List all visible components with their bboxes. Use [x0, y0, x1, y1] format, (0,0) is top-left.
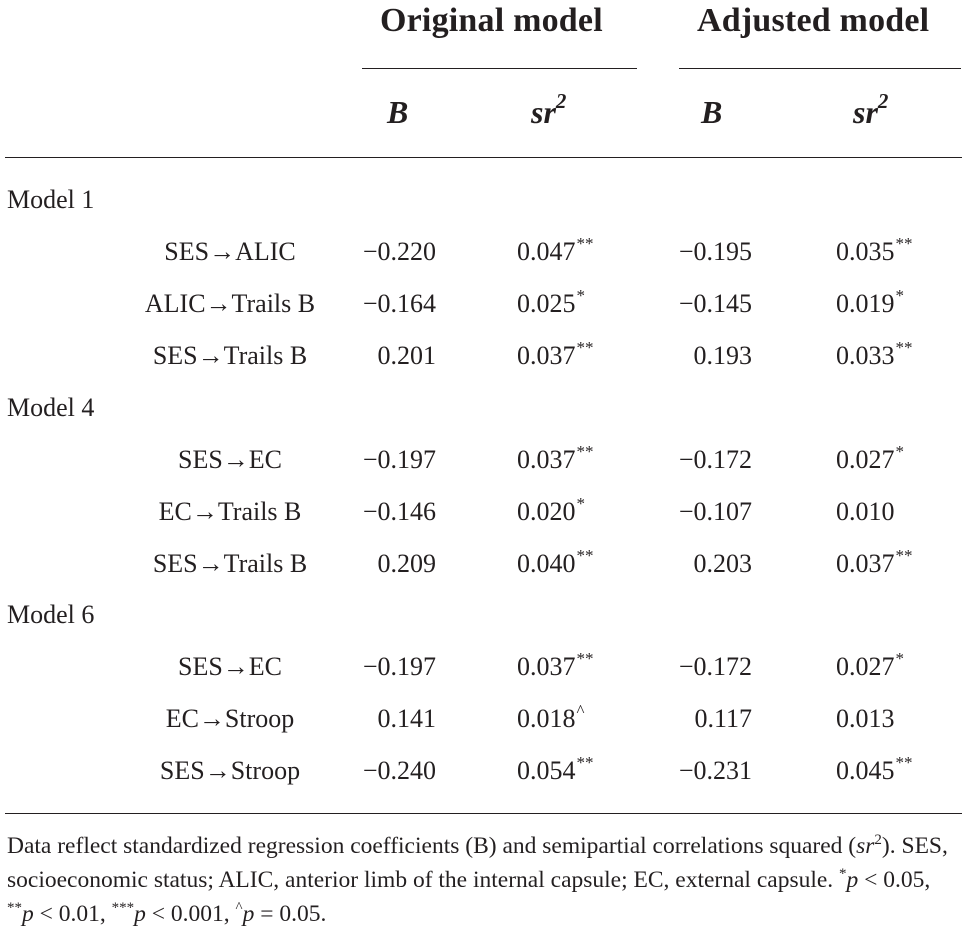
significance-marker: ** — [576, 753, 594, 772]
significance-marker: ** — [576, 234, 594, 253]
significance-marker: ** — [576, 546, 594, 565]
original-sr2-cell: 0.020* — [517, 494, 586, 527]
significance-marker: * — [895, 649, 905, 668]
original-b-value: 0.201 — [377, 341, 437, 370]
adjusted-b-value: −0.145 — [678, 289, 752, 318]
adjusted-sr2-value: 0.019 — [836, 289, 895, 318]
significance-marker: ** — [895, 546, 913, 565]
col-header-adj-sr2: sr2 — [853, 89, 889, 131]
adjusted-b-value: −0.195 — [678, 237, 752, 266]
adjusted-sr2-cell: 0.037** — [836, 546, 913, 579]
path-label: EC→Trails B — [158, 497, 302, 526]
path-label: SES→Trails B — [152, 549, 308, 578]
model-label: Model 6 — [7, 600, 95, 629]
header-rule — [5, 157, 962, 158]
adjusted-sr2-value: 0.027 — [836, 445, 895, 474]
original-b-value: −0.197 — [362, 445, 436, 474]
adjusted-b-value: 0.193 — [693, 341, 753, 370]
original-sr2-cell: 0.025* — [517, 286, 586, 319]
adjusted-b-value: 0.203 — [693, 549, 753, 578]
adjusted-sr2-value: 0.037 — [836, 549, 895, 578]
original-sr2-cell: 0.047** — [517, 234, 594, 267]
adjusted-sr2-value: 0.045 — [836, 756, 895, 785]
significance-marker: ** — [895, 753, 913, 772]
original-sr2-value: 0.037 — [517, 445, 576, 474]
original-sr2-cell: 0.018^ — [517, 701, 585, 734]
adjusted-sr2-cell: 0.027* — [836, 649, 905, 682]
significance-marker: * — [895, 286, 905, 305]
significance-marker: ^ — [576, 701, 585, 720]
original-sr2-cell: 0.037** — [517, 649, 594, 682]
significance-marker: ** — [576, 649, 594, 668]
adjusted-sr2-value: 0.035 — [836, 237, 895, 266]
adjusted-sr2-value: 0.013 — [836, 704, 895, 733]
adjusted-sr2-cell: 0.013 — [836, 704, 896, 734]
significance-marker: ** — [576, 442, 594, 461]
original-sr2-value: 0.037 — [517, 341, 576, 370]
original-sr2-value: 0.047 — [517, 237, 576, 266]
adjusted-b-value: −0.231 — [678, 756, 752, 785]
significance-marker: * — [895, 442, 905, 461]
original-b-value: 0.209 — [377, 549, 437, 578]
original-sr2-value: 0.040 — [517, 549, 576, 578]
original-b-value: −0.220 — [362, 237, 436, 266]
original-model-title: Original model — [380, 2, 603, 39]
original-sr2-value: 0.037 — [517, 652, 576, 681]
adjusted-sr2-cell: 0.033** — [836, 338, 913, 371]
adjusted-b-value: −0.172 — [678, 652, 752, 681]
significance-marker: * — [576, 286, 586, 305]
path-label: ALIC→Trails B — [144, 289, 316, 318]
original-sr2-value: 0.020 — [517, 497, 576, 526]
original-sr2-value: 0.025 — [517, 289, 576, 318]
original-sr2-value: 0.018 — [517, 704, 576, 733]
col-header-adj-b: B — [701, 94, 723, 130]
original-b-value: 0.141 — [377, 704, 437, 733]
path-label: SES→EC — [177, 652, 283, 681]
path-label: SES→ALIC — [164, 237, 296, 266]
adjusted-b-value: −0.107 — [678, 497, 752, 526]
adjusted-sr2-cell: 0.019* — [836, 286, 905, 319]
adjusted-b-value: 0.117 — [694, 704, 752, 733]
col-header-orig-sr2: sr2 — [531, 89, 567, 131]
adjusted-b-value: −0.172 — [678, 445, 752, 474]
adjusted-sr2-cell: 0.045** — [836, 753, 913, 786]
original-b-value: −0.146 — [362, 497, 436, 526]
adjusted-sr2-value: 0.027 — [836, 652, 895, 681]
path-label: EC→Stroop — [165, 704, 295, 733]
table-bottom-rule — [5, 813, 962, 814]
adjusted-sr2-cell: 0.035** — [836, 234, 913, 267]
original-sr2-cell: 0.040** — [517, 546, 594, 579]
original-b-value: −0.164 — [362, 289, 436, 318]
adjusted-model-title: Adjusted model — [697, 2, 930, 39]
adjusted-model-rule — [679, 68, 961, 69]
path-label: SES→Stroop — [159, 756, 301, 785]
original-sr2-cell: 0.037** — [517, 338, 594, 371]
model-label: Model 1 — [7, 185, 95, 214]
adjusted-sr2-value: 0.033 — [836, 341, 895, 370]
significance-marker: ** — [576, 338, 594, 357]
original-b-value: −0.240 — [362, 756, 436, 785]
adjusted-sr2-value: 0.010 — [836, 497, 895, 526]
significance-marker: * — [576, 494, 586, 513]
adjusted-sr2-cell: 0.010 — [836, 497, 896, 527]
model-label: Model 4 — [7, 393, 95, 422]
original-sr2-value: 0.054 — [517, 756, 576, 785]
original-sr2-cell: 0.037** — [517, 442, 594, 475]
table-footnote: Data reflect standardized regression coe… — [7, 832, 948, 928]
adjusted-sr2-cell: 0.027* — [836, 442, 905, 475]
original-b-value: −0.197 — [362, 652, 436, 681]
path-label: SES→EC — [177, 445, 283, 474]
path-label: SES→Trails B — [152, 341, 308, 370]
significance-marker: ** — [895, 338, 913, 357]
original-model-rule — [362, 68, 637, 69]
original-sr2-cell: 0.054** — [517, 753, 594, 786]
significance-marker: ** — [895, 234, 913, 253]
col-header-orig-b: B — [387, 94, 409, 130]
